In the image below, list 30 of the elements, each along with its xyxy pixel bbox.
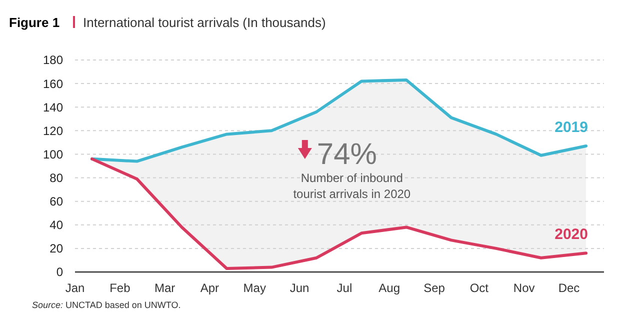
chart-subtitle: International tourist arrivals (In thousands) xyxy=(83,15,326,30)
y-tick-label: 160 xyxy=(42,76,64,91)
x-tick-label: Jan xyxy=(65,281,85,295)
chart-title: Figure 1 xyxy=(9,15,60,30)
x-tick-label: Oct xyxy=(470,281,490,295)
x-tick-label: Nov xyxy=(513,281,535,295)
series-label: 2020 xyxy=(554,226,588,244)
x-tick-label: Jul xyxy=(336,281,352,295)
series-label: 2019 xyxy=(554,118,588,136)
y-tick-label: 40 xyxy=(50,218,64,232)
y-tick-label: 100 xyxy=(42,147,64,162)
y-tick-label: 120 xyxy=(42,124,64,138)
y-tick-label: 60 xyxy=(50,194,64,209)
x-tick-label: Sep xyxy=(424,281,446,295)
x-tick-label: Apr xyxy=(200,281,220,295)
y-tick-label: 80 xyxy=(50,170,64,185)
y-tick-label: 140 xyxy=(42,100,64,114)
x-tick-label: May xyxy=(243,281,266,295)
y-tick-label: 20 xyxy=(50,242,64,256)
x-tick-label: Feb xyxy=(110,281,131,295)
annotation: Number of inbound tourist arrivals in 2020 xyxy=(293,171,411,201)
x-tick-label: Mar xyxy=(154,281,176,295)
x-tick-label: Aug xyxy=(378,281,400,295)
y-tick-label: 0 xyxy=(56,265,64,280)
y-tick-label: 180 xyxy=(42,53,64,68)
annotation: 74% xyxy=(316,138,377,171)
source-note: Source: UNCTAD based on UNWTO. xyxy=(32,300,181,310)
line-series xyxy=(90,78,588,163)
x-tick-label: Dec xyxy=(558,281,580,295)
x-tick-label: Jun xyxy=(290,281,310,295)
